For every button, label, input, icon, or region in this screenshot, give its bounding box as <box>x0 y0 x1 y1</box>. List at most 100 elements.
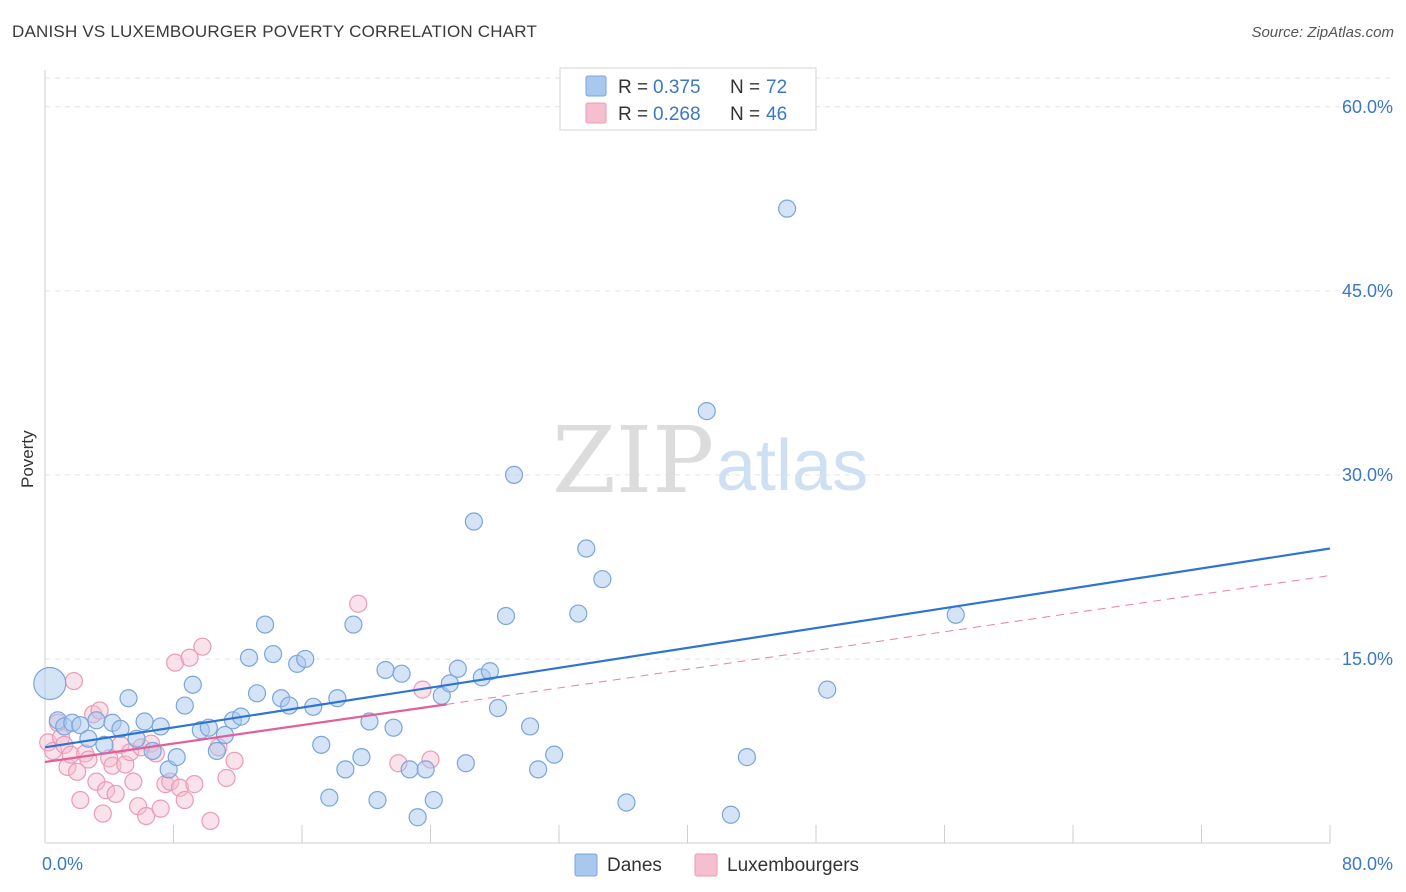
y-tick-label-0: 15.0% <box>1342 649 1393 669</box>
point-danes-34 <box>312 735 331 754</box>
point-danes-46 <box>408 808 427 827</box>
point-danes-37 <box>336 760 355 779</box>
bottom-legend-label-danes: Danes <box>607 855 662 876</box>
point-luxembourgers-16 <box>96 781 116 800</box>
chart-title: DANISH VS LUXEMBOURGER POVERTY CORRELATI… <box>12 22 538 41</box>
point-danes-6 <box>87 711 106 730</box>
trendline-luxembourgers-extended <box>446 575 1331 705</box>
legend-box: R = 0.375 N = 72 R = 0.268 N = 46 <box>559 67 817 131</box>
source-credit: Source: ZipAtlas.com <box>1251 24 1394 41</box>
point-danes-58 <box>504 465 524 485</box>
point-danes-0 <box>33 666 67 701</box>
legend-n-label-lux: N = <box>730 104 760 125</box>
bottom-legend-label-lux: Luxembourgers <box>727 855 859 876</box>
point-danes-43 <box>384 718 403 737</box>
point-danes-67 <box>721 805 740 824</box>
y-tick-labels: 15.0% 30.0% 45.0% 60.0% <box>1342 97 1393 669</box>
point-danes-69 <box>777 199 797 218</box>
point-danes-12 <box>135 712 154 731</box>
point-danes-21 <box>207 741 226 761</box>
watermark-zip: ZIP <box>552 407 714 514</box>
point-luxembourgers-41 <box>225 751 244 770</box>
point-danes-47 <box>416 760 435 779</box>
trendline-danes <box>44 547 1331 749</box>
point-luxembourgers-32 <box>166 653 185 672</box>
point-luxembourgers-35 <box>180 648 199 667</box>
point-danes-64 <box>593 570 612 589</box>
legend-swatch-lux <box>585 102 607 124</box>
point-danes-71 <box>946 605 965 624</box>
point-danes-55 <box>480 662 500 681</box>
point-danes-39 <box>352 748 371 767</box>
point-danes-52 <box>456 754 475 773</box>
watermark: ZIP atlas <box>552 407 868 514</box>
point-luxembourgers-15 <box>93 804 112 823</box>
point-danes-18 <box>183 675 202 694</box>
point-danes-27 <box>255 615 275 634</box>
legend-r-value-danes: 0.375 <box>653 77 701 98</box>
x-tick-label-1: 80.0% <box>1342 854 1393 874</box>
point-luxembourgers-19 <box>106 784 125 804</box>
point-danes-38 <box>344 615 363 634</box>
point-danes-57 <box>496 606 516 626</box>
point-danes-44 <box>392 664 411 683</box>
point-luxembourgers-9 <box>71 790 90 810</box>
point-danes-60 <box>529 760 548 779</box>
x-tick-labels: 0.0% 80.0% <box>42 854 1393 874</box>
point-luxembourgers-38 <box>201 811 220 831</box>
point-luxembourgers-37 <box>193 637 212 656</box>
point-danes-28 <box>263 644 283 664</box>
bottom-legend: Danes Luxembourgers <box>574 853 859 877</box>
point-luxembourgers-23 <box>124 772 143 791</box>
axes <box>44 70 1331 844</box>
point-danes-14 <box>151 717 170 736</box>
point-danes-25 <box>239 648 259 667</box>
point-danes-36 <box>328 689 347 708</box>
point-danes-16 <box>167 748 186 767</box>
point-luxembourgers-36 <box>185 775 204 794</box>
legend-n-value-danes: 72 <box>766 77 787 98</box>
legend-r-label-danes: R = <box>618 77 648 98</box>
point-luxembourgers-29 <box>151 799 170 818</box>
point-luxembourgers-42 <box>349 594 368 613</box>
point-danes-59 <box>520 717 540 736</box>
danes-points <box>33 199 965 827</box>
point-luxembourgers-7 <box>64 671 84 691</box>
legend-n-value-lux: 46 <box>766 104 787 125</box>
point-danes-40 <box>360 712 379 731</box>
point-danes-42 <box>376 660 395 680</box>
y-axis-label: Poverty <box>18 430 37 488</box>
point-danes-35 <box>320 788 339 807</box>
point-danes-63 <box>577 539 596 558</box>
y-tick-label-3: 60.0% <box>1342 97 1393 117</box>
point-danes-66 <box>697 402 716 421</box>
grid-lines <box>45 77 1392 660</box>
point-danes-26 <box>247 684 267 703</box>
point-luxembourgers-8 <box>68 762 87 781</box>
point-danes-45 <box>400 760 419 779</box>
point-danes-51 <box>448 659 467 678</box>
bottom-legend-swatch-lux <box>694 853 718 877</box>
x-tick-label-0: 0.0% <box>42 854 83 874</box>
point-danes-56 <box>488 698 508 718</box>
point-danes-17 <box>175 696 194 715</box>
point-luxembourgers-11 <box>79 750 98 769</box>
y-tick-label-1: 30.0% <box>1342 465 1393 485</box>
legend-r-label-lux: R = <box>618 104 648 125</box>
point-danes-61 <box>545 745 564 764</box>
point-danes-65 <box>617 793 636 812</box>
point-danes-10 <box>119 689 138 708</box>
point-danes-68 <box>737 748 757 767</box>
point-luxembourgers-26 <box>137 806 156 826</box>
legend-swatch-danes <box>585 75 607 97</box>
trendline-luxembourgers <box>44 703 447 764</box>
point-danes-9 <box>111 719 130 738</box>
bottom-legend-swatch-danes <box>574 853 598 877</box>
point-danes-32 <box>296 649 315 669</box>
point-danes-62 <box>569 604 588 623</box>
point-luxembourgers-40 <box>217 768 236 788</box>
y-tick-label-2: 45.0% <box>1342 281 1393 301</box>
watermark-atlas: atlas <box>716 426 868 506</box>
point-luxembourgers-18 <box>103 756 122 775</box>
